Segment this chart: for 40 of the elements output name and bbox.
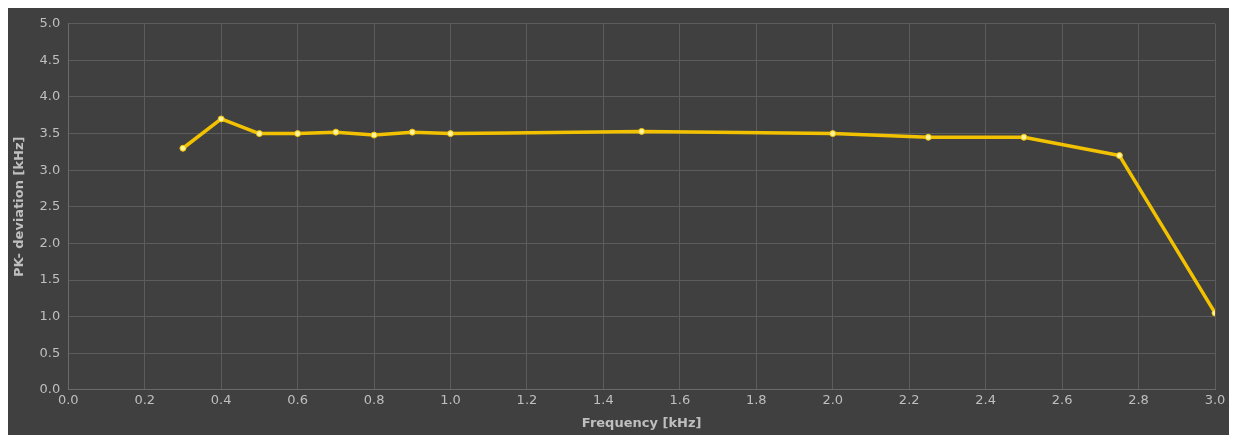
x-tick-label: 0.2 bbox=[134, 391, 156, 407]
y-tick-label: 2.0 bbox=[39, 234, 61, 250]
point bbox=[370, 131, 378, 139]
x-tick-label: 2.2 bbox=[898, 391, 920, 407]
y-tick-label: 1.5 bbox=[39, 271, 61, 287]
point bbox=[294, 130, 302, 138]
point bbox=[924, 133, 932, 141]
point bbox=[408, 128, 416, 136]
point bbox=[447, 130, 455, 138]
y-tick-label: 0.5 bbox=[39, 344, 61, 360]
x-tick-label: 1.0 bbox=[440, 391, 461, 407]
y-tick-label: 3.0 bbox=[39, 161, 61, 177]
y-tick-label: 2.5 bbox=[39, 198, 61, 214]
x-tick-label: 0.4 bbox=[210, 391, 232, 407]
x-tick-label: 1.8 bbox=[745, 391, 767, 407]
x-tick-label: 3.0 bbox=[1204, 391, 1226, 407]
point bbox=[179, 144, 187, 152]
point bbox=[332, 128, 340, 136]
point bbox=[217, 115, 225, 123]
y-tick-label: 1.0 bbox=[39, 307, 61, 323]
x-tick-label: 1.4 bbox=[593, 391, 614, 407]
x-tick-label: 2.4 bbox=[975, 391, 996, 407]
x-tick-label: 0.8 bbox=[363, 391, 385, 407]
point bbox=[829, 130, 837, 138]
point bbox=[638, 127, 646, 135]
point bbox=[255, 130, 263, 138]
y-tick-label: 5.0 bbox=[39, 15, 61, 31]
y-tick-label: 4.5 bbox=[39, 51, 61, 67]
point bbox=[1020, 133, 1028, 141]
x-tick-label: 0.6 bbox=[287, 391, 308, 407]
x-tick-label: 1.6 bbox=[669, 391, 691, 407]
x-tick-label: 2.0 bbox=[822, 391, 844, 407]
y-tick-label: 3.5 bbox=[39, 124, 61, 140]
y-tick-label: 4.0 bbox=[39, 88, 61, 104]
x-tick-label: 1.2 bbox=[516, 391, 538, 407]
point bbox=[1115, 152, 1123, 160]
x-axis-title: Frequency [kHz] bbox=[581, 414, 702, 430]
x-tick-label: 2.8 bbox=[1128, 391, 1149, 407]
y-axis-title: PK- deviation [kHz] bbox=[11, 136, 27, 278]
x-tick-label: 2.6 bbox=[1051, 391, 1073, 407]
